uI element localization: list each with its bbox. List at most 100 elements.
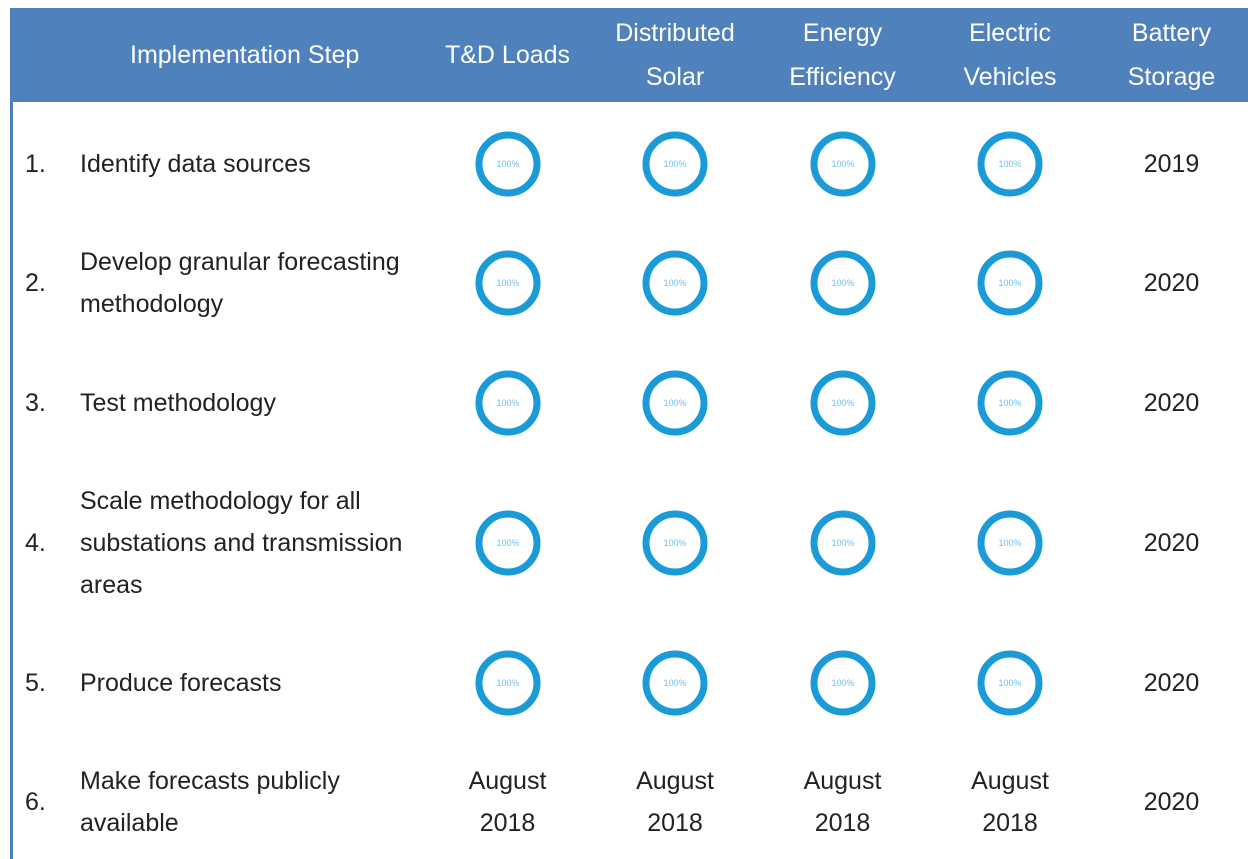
progress-icon: 100% (977, 131, 1043, 196)
table-row: 3. Test methodology 100% 100% 100% 100% 2020 (13, 340, 1248, 465)
step-text: Produce forecasts (80, 668, 282, 697)
progress-cell: 100% (425, 620, 590, 745)
progress-label: 100% (496, 278, 519, 288)
progress-icon: 100% (475, 131, 540, 196)
progress-icon: 100% (977, 370, 1043, 435)
progress-cell: 100% (425, 102, 590, 225)
progress-ring (810, 510, 875, 575)
table-row: 5. Produce forecasts 100% 100% 100% 100% 2020 (13, 620, 1248, 745)
progress-cell: 100% (760, 102, 925, 225)
progress-label: 100% (663, 398, 686, 408)
cell-text: August 2018 (468, 767, 547, 837)
progress-cell: 100% (760, 620, 925, 745)
progress-label: 100% (663, 538, 686, 548)
row-number: 5. (25, 668, 46, 697)
progress-ring (642, 510, 708, 575)
row-number: 2. (25, 268, 46, 297)
progress-icon: 100% (810, 250, 875, 315)
progress-label: 100% (496, 538, 519, 548)
progress-cell: 100% (925, 620, 1095, 745)
progress-icon: 100% (810, 370, 875, 435)
cell-text: August 2018 (971, 767, 1049, 837)
progress-cell: 100% (590, 102, 760, 225)
progress-ring (475, 510, 540, 575)
progress-cell: 100% (425, 340, 590, 465)
cell-text: 2020 (1143, 388, 1200, 417)
progress-label: 100% (663, 678, 686, 688)
progress-ring (977, 370, 1043, 435)
progress-icon: 100% (810, 650, 875, 715)
progress-icon: 100% (475, 250, 540, 315)
step-text: Scale methodology for all substations an… (80, 486, 403, 599)
cell-text: 2020 (1143, 788, 1200, 816)
header-cell: Battery Storage (1095, 8, 1248, 102)
progress-cell: 100% (925, 225, 1095, 340)
progress-ring (810, 131, 875, 196)
progress-label: 100% (831, 538, 854, 548)
progress-ring (810, 650, 875, 715)
header-row: Implementation Step T&D Loads Distributed … (13, 8, 1248, 102)
progress-cell: 100% (760, 340, 925, 465)
progress-ring (642, 650, 708, 715)
progress-icon: 100% (642, 650, 708, 715)
table-row: 6. Make forecasts publicly available Augus… (13, 745, 1248, 859)
progress-icon: 100% (642, 131, 708, 196)
progress-icon: 100% (475, 650, 540, 715)
progress-icon: 100% (977, 510, 1043, 575)
progress-cell: 100% (760, 225, 925, 340)
progress-cell: 100% (590, 340, 760, 465)
progress-cell: 100% (590, 620, 760, 745)
header-cell: Energy Efficiency (760, 8, 925, 102)
header-cell: Electric Vehicles (925, 8, 1095, 102)
progress-cell: 100% (590, 225, 760, 340)
cell-text: 2020 (1143, 528, 1200, 557)
table-row: 4. Scale methodology for all substations … (13, 465, 1248, 620)
progress-label: 100% (998, 278, 1021, 288)
progress-cell: 100% (425, 465, 590, 620)
progress-icon: 100% (642, 510, 708, 575)
progress-ring (475, 370, 540, 435)
progress-label: 100% (663, 159, 686, 169)
progress-icon: 100% (977, 650, 1043, 715)
progress-ring (475, 250, 540, 315)
progress-icon: 100% (810, 510, 875, 575)
progress-ring (977, 650, 1043, 715)
step-text: Develop granular forecasting methodology (80, 247, 400, 318)
progress-cell: 100% (760, 465, 925, 620)
progress-icon: 100% (642, 370, 708, 435)
progress-icon: 100% (642, 250, 708, 315)
progress-ring (810, 370, 875, 435)
progress-ring (642, 370, 708, 435)
progress-label: 100% (496, 159, 519, 169)
progress-label: 100% (998, 538, 1021, 548)
header-cell: T&D Loads (425, 8, 590, 102)
progress-cell: 100% (925, 340, 1095, 465)
cell-text: 2020 (1143, 668, 1200, 697)
progress-icon: 100% (810, 131, 875, 196)
step-text: Identify data sources (80, 149, 311, 178)
progress-ring (977, 250, 1043, 315)
progress-label: 100% (831, 159, 854, 169)
progress-label: 100% (496, 398, 519, 408)
row-number: 3. (25, 388, 46, 417)
progress-label: 100% (663, 278, 686, 288)
cell-text: 2020 (1143, 268, 1200, 297)
table-frame: Implementation Step T&D Loads Distributed … (10, 8, 1248, 859)
progress-label: 100% (998, 159, 1021, 169)
progress-label: 100% (831, 278, 854, 288)
progress-icon: 100% (475, 370, 540, 435)
progress-cell: 100% (590, 465, 760, 620)
progress-ring (642, 250, 708, 315)
step-text: Make forecasts publicly available (80, 767, 340, 837)
progress-cell: 100% (425, 225, 590, 340)
header-cell: Implementation Step (80, 8, 425, 102)
progress-ring (810, 250, 875, 315)
progress-label: 100% (998, 678, 1021, 688)
progress-ring (642, 131, 708, 196)
row-number: 1. (25, 149, 46, 178)
cell-text: 2019 (1143, 149, 1200, 178)
progress-label: 100% (831, 398, 854, 408)
header-cell (13, 8, 80, 102)
progress-icon: 100% (475, 510, 540, 575)
progress-cell: 100% (925, 465, 1095, 620)
